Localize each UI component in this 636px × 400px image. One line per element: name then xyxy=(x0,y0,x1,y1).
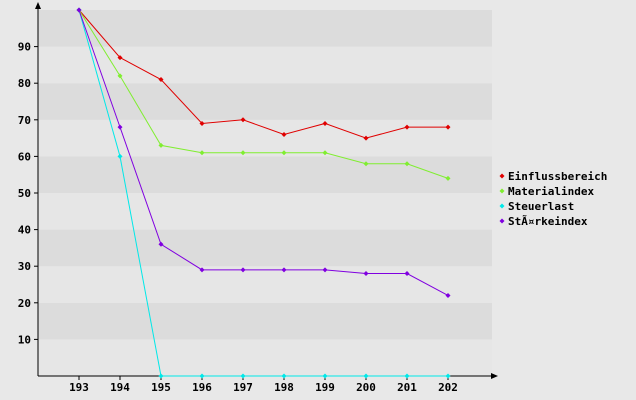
y-tick-label: 10 xyxy=(18,333,31,346)
data-point xyxy=(281,131,287,137)
data-point xyxy=(199,120,205,126)
y-tick-label: 80 xyxy=(18,77,31,90)
data-point xyxy=(158,373,164,379)
series-3 xyxy=(76,7,451,298)
data-point xyxy=(404,271,410,277)
series-line xyxy=(78,9,449,179)
y-tick-label: 20 xyxy=(18,297,31,310)
data-point xyxy=(199,150,205,156)
grid-band xyxy=(38,10,492,47)
data-point xyxy=(363,135,369,141)
x-tick-label: 199 xyxy=(315,381,335,394)
tick-labels: 10 20 30 40 50 60 70 80 90 193 194 195 196 197 198 199 2… xyxy=(18,41,458,394)
legend-label: Materialindex xyxy=(508,185,594,198)
data-point xyxy=(281,150,287,156)
legend-marker xyxy=(499,203,505,209)
data-point xyxy=(158,142,164,148)
legend-marker xyxy=(499,188,505,194)
data-point xyxy=(445,124,451,130)
data-point xyxy=(158,77,164,83)
data-point xyxy=(76,7,82,13)
data-point xyxy=(117,153,123,159)
legend-entry: StÃ¤rkeindex xyxy=(499,215,588,228)
data-point xyxy=(445,175,451,181)
data-point xyxy=(445,292,451,298)
x-tick-label: 197 xyxy=(233,381,253,394)
y-tick-label: 90 xyxy=(18,41,31,54)
legend-label: Einflussbereich xyxy=(508,170,607,183)
data-point xyxy=(363,373,369,379)
x-tick-label: 196 xyxy=(192,381,212,394)
data-point xyxy=(322,373,328,379)
x-tick-label: 198 xyxy=(274,381,294,394)
data-point xyxy=(404,161,410,167)
y-tick-label: 30 xyxy=(18,260,31,273)
y-tick-label: 40 xyxy=(18,224,31,237)
data-point xyxy=(404,373,410,379)
data-point xyxy=(404,124,410,130)
x-tick-label: 195 xyxy=(151,381,171,394)
series-0 xyxy=(76,7,451,141)
data-point xyxy=(322,150,328,156)
x-tick-label: 193 xyxy=(69,381,89,394)
grid-band xyxy=(38,302,492,340)
data-point xyxy=(158,241,164,247)
data-point xyxy=(117,73,123,79)
series-group xyxy=(76,7,451,379)
data-point xyxy=(117,55,123,61)
series-line xyxy=(78,9,448,139)
data-point xyxy=(199,373,205,379)
legend-label: Steuerlast xyxy=(508,200,574,213)
legend-entry: Einflussbereich xyxy=(499,170,607,183)
data-point xyxy=(363,161,369,167)
data-point xyxy=(363,271,369,277)
data-point xyxy=(240,373,246,379)
legend-marker xyxy=(499,218,505,224)
grid-band xyxy=(38,119,492,157)
data-point xyxy=(240,267,246,273)
legend-entry: Materialindex xyxy=(499,185,594,198)
series-line xyxy=(78,9,448,377)
y-tick-label: 50 xyxy=(18,187,31,200)
data-point xyxy=(240,150,246,156)
y-tick-label: 70 xyxy=(18,114,31,127)
legend-marker xyxy=(499,173,505,179)
series-line xyxy=(78,9,449,296)
grid-band xyxy=(38,46,492,84)
series-1 xyxy=(76,7,451,181)
x-tick-label: 202 xyxy=(438,381,458,394)
legend-entry: Steuerlast xyxy=(499,200,574,213)
grid-band xyxy=(38,83,492,120)
x-tick-label: 201 xyxy=(397,381,417,394)
plot-background xyxy=(38,10,492,376)
data-point xyxy=(322,120,328,126)
legend-label: StÃ¤rkeindex xyxy=(508,215,588,228)
data-point xyxy=(281,267,287,273)
x-tick-label: 194 xyxy=(110,381,130,394)
grid-band xyxy=(38,193,492,230)
data-point xyxy=(445,373,451,379)
y-axis-arrow xyxy=(35,2,41,9)
grid-band xyxy=(38,266,492,303)
legend: Einflussbereich Materialindex Steuerlast St… xyxy=(499,170,607,228)
data-point xyxy=(240,117,246,123)
data-point xyxy=(281,373,287,379)
grid-band xyxy=(38,339,492,376)
data-point xyxy=(322,267,328,273)
data-point xyxy=(199,267,205,273)
grid-band xyxy=(38,156,492,193)
data-point xyxy=(117,124,123,130)
grid-band xyxy=(38,229,492,267)
y-tick-label: 60 xyxy=(18,150,31,163)
x-tick-label: 200 xyxy=(356,381,376,394)
x-axis-arrow xyxy=(491,373,498,379)
